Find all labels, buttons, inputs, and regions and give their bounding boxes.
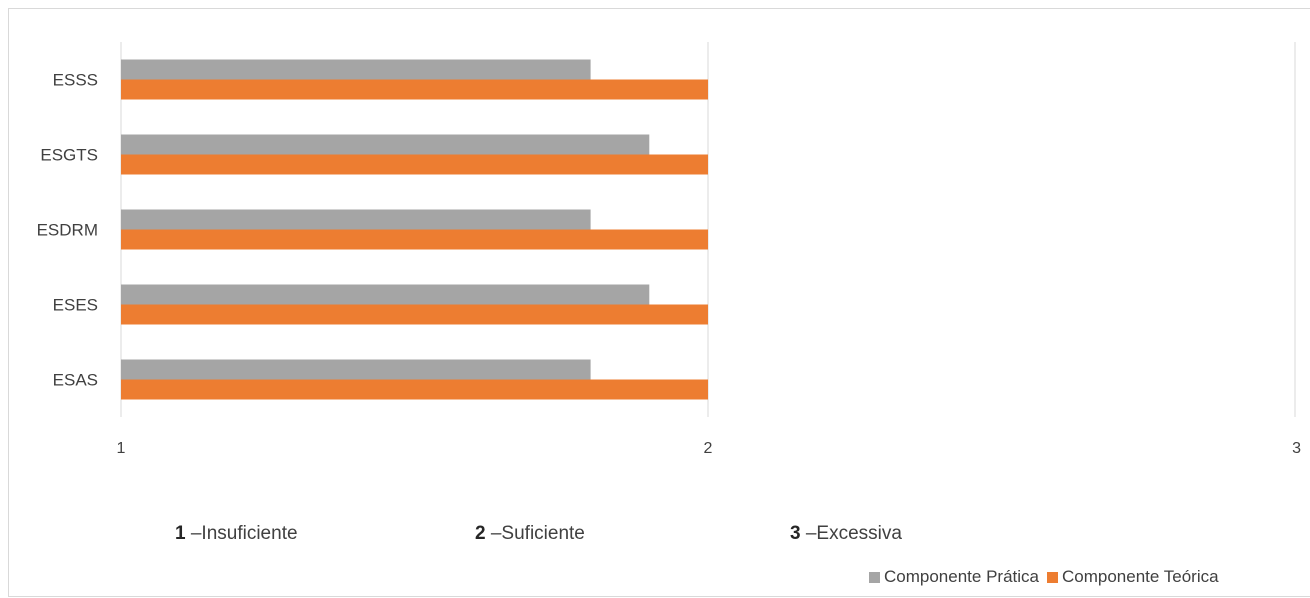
bar-chart: 1 2 3 ESSS ESGTS ESDRM ESES ESAS [37, 42, 1301, 457]
bar-eses-teorica [121, 304, 708, 325]
bar-eses-pratica [121, 284, 650, 305]
bar-esas-teorica [121, 379, 708, 400]
legend-swatch-teorica [1046, 571, 1058, 583]
x-tick-label-1: 1 [117, 440, 126, 457]
scale-note-3: 3 –Excessiva [790, 523, 902, 544]
category-label-eses: ESES [53, 296, 98, 315]
bar-esgts-pratica [121, 134, 650, 155]
scale-note-2: 2 –Suficiente [475, 523, 585, 544]
category-label-esdrm: ESDRM [37, 221, 98, 240]
legend-label-pratica: Componente Prática [884, 567, 1039, 586]
category-label-esss: ESSS [53, 71, 98, 90]
legend-swatch-pratica [869, 571, 880, 583]
legend: Componente Prática Componente Teórica [869, 567, 1227, 587]
bar-esdrm-pratica [121, 209, 591, 230]
category-label-esas: ESAS [53, 371, 98, 390]
x-tick-label-3: 3 [1292, 440, 1301, 457]
x-tick-label-2: 2 [704, 440, 713, 457]
bar-esdrm-teorica [121, 229, 708, 250]
chart-frame: 1 2 3 ESSS ESGTS ESDRM ESES ESAS 1 –Insuficient… [8, 8, 1310, 597]
legend-item-teorica: Componente Teórica [1046, 567, 1219, 587]
legend-item-pratica: Componente Prática [869, 567, 1039, 587]
category-label-esgts: ESGTS [40, 146, 98, 165]
bar-esss-pratica [121, 59, 591, 80]
scale-note-1: 1 –Insuficiente [175, 523, 298, 544]
bar-esas-pratica [121, 359, 591, 380]
legend-label-teorica: Componente Teórica [1061, 567, 1219, 586]
bar-esgts-teorica [121, 154, 708, 175]
bar-esss-teorica [121, 79, 708, 100]
